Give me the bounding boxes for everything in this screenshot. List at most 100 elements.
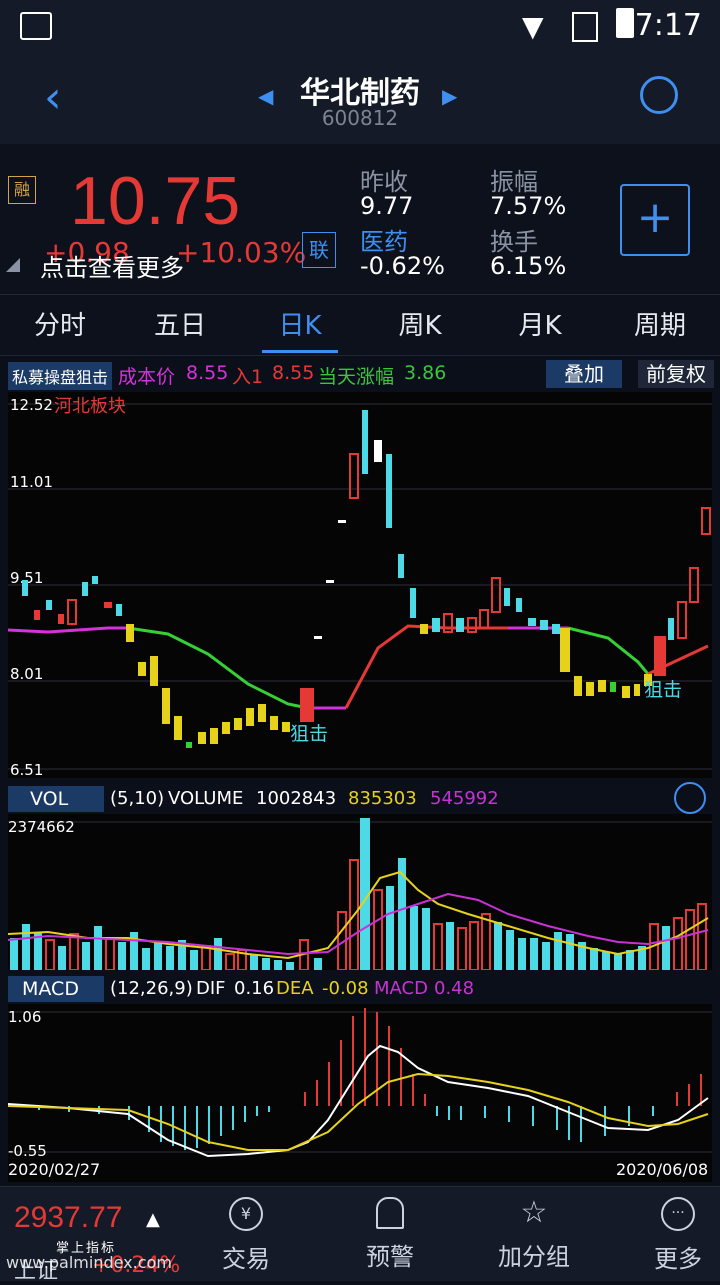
nav-alert-label: 预警 xyxy=(366,1243,414,1271)
vol-axis-max: 2374662 xyxy=(8,818,75,836)
tab-period[interactable]: 周期 xyxy=(633,311,686,341)
volume-bar xyxy=(274,960,282,970)
tab-intraday[interactable]: 分时 xyxy=(33,311,86,341)
dea-line xyxy=(8,1072,709,1151)
dif-label: DIF xyxy=(196,978,226,999)
candle xyxy=(222,722,230,734)
turnover-label: 换手 xyxy=(490,228,538,256)
tab-daily-k[interactable]: 日K xyxy=(278,311,322,341)
candle xyxy=(92,576,98,584)
macd-chart[interactable]: 1.06 -0.55 xyxy=(8,1004,712,1182)
adjust-button[interactable]: 前复权 xyxy=(638,360,714,388)
volume-bar xyxy=(105,937,115,970)
candle xyxy=(398,554,404,578)
candle xyxy=(654,636,666,676)
index-value[interactable]: 2937.77 xyxy=(14,1201,123,1234)
overlay-dropdown[interactable]: 叠加 xyxy=(546,360,622,388)
candle xyxy=(432,618,440,632)
search-icon[interactable] xyxy=(640,76,678,114)
add-watchlist-button[interactable]: + xyxy=(620,184,690,256)
more-tip[interactable]: 点击查看更多 xyxy=(40,254,184,282)
macd-bar xyxy=(700,1074,702,1106)
nav-group-label: 加分组 xyxy=(498,1243,570,1271)
macd-bar xyxy=(484,1106,486,1118)
snipe-signal-label: 狙击 xyxy=(644,679,682,701)
macd-bar xyxy=(436,1106,438,1116)
price-axis-label: 12.52 xyxy=(10,396,53,414)
candle xyxy=(198,732,206,744)
more-icon: ··· xyxy=(661,1197,695,1231)
nav-group[interactable]: ☆ 加分组 xyxy=(484,1197,584,1272)
next-stock-icon[interactable]: ▶ xyxy=(442,84,458,108)
sector-tag: 河北板块 xyxy=(54,396,126,417)
candle xyxy=(82,582,88,596)
volume-bar xyxy=(69,933,79,970)
vol-label: VOLUME xyxy=(168,788,244,809)
sector-label[interactable]: 医药 xyxy=(360,228,408,256)
title-bar: ‹ ◀ 华北制药 600812 ▶ xyxy=(0,52,720,144)
macd-bar xyxy=(160,1106,162,1142)
macd-bar xyxy=(148,1106,150,1132)
candle xyxy=(162,688,170,724)
price-axis-label: 8.01 xyxy=(10,665,43,683)
nav-trade[interactable]: ¥ 交易 xyxy=(196,1197,296,1274)
volume-bar xyxy=(225,953,235,970)
ma-line-red xyxy=(344,624,508,709)
price-axis-label: 6.51 xyxy=(10,761,43,778)
candle xyxy=(677,601,687,639)
dea-label: DEA xyxy=(276,978,314,999)
cost-value: 8.55 xyxy=(186,362,229,384)
candle xyxy=(67,599,77,625)
macd-label: MACD xyxy=(374,978,428,999)
index-up-icon: ▲ xyxy=(146,1209,160,1230)
vol-value: 1002843 xyxy=(256,788,337,809)
tab-weekly-k[interactable]: 周K xyxy=(398,311,442,341)
candle xyxy=(374,440,382,462)
prev-stock-icon[interactable]: ◀ xyxy=(258,84,274,108)
volume-bar xyxy=(638,946,646,970)
volume-bar xyxy=(697,903,707,970)
candle xyxy=(574,676,582,696)
volume-bar xyxy=(118,942,126,970)
volume-bar xyxy=(602,952,610,970)
turnover-value: 6.15% xyxy=(490,252,567,280)
index-change: +0.24% xyxy=(92,1253,181,1278)
candle xyxy=(300,688,314,722)
tab-five-day[interactable]: 五日 xyxy=(153,311,206,341)
candle xyxy=(689,567,699,603)
kline-chart[interactable]: 12.52 11.01 9.51 8.01 6.51 河北板块 xyxy=(8,392,712,778)
macd-bar xyxy=(128,1106,130,1120)
macd-dropdown[interactable]: MACD xyxy=(8,976,104,1002)
volume-bar xyxy=(178,940,186,970)
nav-trade-label: 交易 xyxy=(222,1245,270,1273)
volume-bar xyxy=(542,942,550,970)
volume-bar xyxy=(685,909,695,970)
volume-bar xyxy=(190,950,198,970)
vol-dropdown[interactable]: VOL xyxy=(8,786,104,812)
price-axis-label: 11.01 xyxy=(10,473,53,491)
fullscreen-icon[interactable] xyxy=(674,782,706,814)
macd-bar xyxy=(340,1040,342,1106)
volume-bar xyxy=(214,938,222,970)
candle xyxy=(150,656,158,686)
gallery-icon xyxy=(20,12,52,40)
volume-bar xyxy=(398,858,406,970)
entry-value: 8.55 xyxy=(272,362,315,384)
volume-bar xyxy=(566,934,574,970)
tab-monthly-k[interactable]: 月K xyxy=(518,311,562,341)
sector-change: -0.62% xyxy=(360,252,445,280)
volume-chart[interactable]: 2374662 xyxy=(8,814,712,970)
volume-bar xyxy=(673,917,683,970)
volume-bar xyxy=(481,913,491,970)
nav-alert[interactable]: 预警 xyxy=(340,1197,440,1272)
vol-header: VOL (5,10) VOLUME 1002843 835303 545992 xyxy=(8,782,712,814)
volume-bar xyxy=(614,954,622,970)
candle xyxy=(504,588,510,606)
strategy-dropdown[interactable]: 私募操盘狙击 xyxy=(8,362,113,390)
volume-bar xyxy=(166,946,174,970)
candle xyxy=(282,722,290,732)
back-icon[interactable]: ‹ xyxy=(44,72,62,123)
link-badge[interactable]: 联 xyxy=(302,232,336,268)
nav-more[interactable]: ··· 更多 xyxy=(628,1197,720,1274)
volume-bar xyxy=(410,906,418,970)
